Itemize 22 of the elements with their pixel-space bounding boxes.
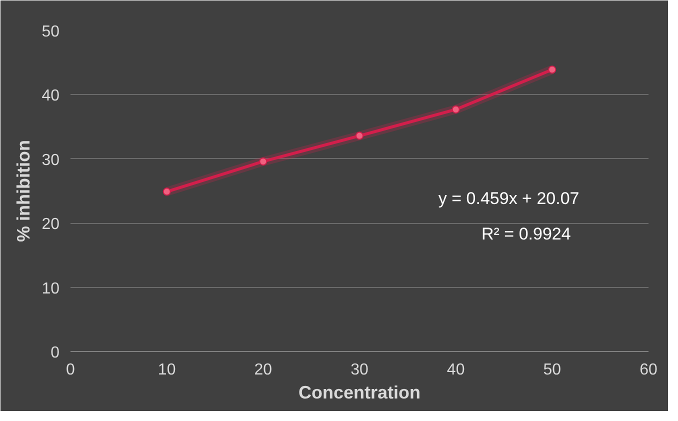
annotation: R² = 0.9924: [482, 224, 571, 244]
y-tick-label: 20: [42, 216, 60, 234]
x-tick-label: 10: [158, 362, 176, 378]
y-tick-label: 30: [42, 152, 60, 169]
y-tick-label: 10: [42, 280, 60, 298]
x-tick-label: 60: [640, 362, 658, 378]
point: [356, 132, 364, 140]
x-tick-label: 20: [254, 362, 272, 378]
point: [548, 66, 556, 74]
point: [162, 188, 171, 196]
x-tick-label: 50: [543, 362, 562, 378]
y-axis-title: % inhibition: [14, 140, 34, 242]
point: [259, 157, 268, 166]
x-tick-label: 0: [66, 362, 76, 378]
x-tick-label: 30: [350, 362, 368, 378]
x-axis-title: Concentration: [298, 382, 421, 402]
y-tick-label: 40: [42, 88, 60, 105]
annotation: y = 0.459x + 20.07: [438, 189, 580, 208]
x-tick-label: 40: [446, 362, 465, 378]
point: [452, 105, 460, 114]
y-tick-label: 0: [50, 344, 60, 362]
y-tick-label: 50: [42, 24, 60, 40]
